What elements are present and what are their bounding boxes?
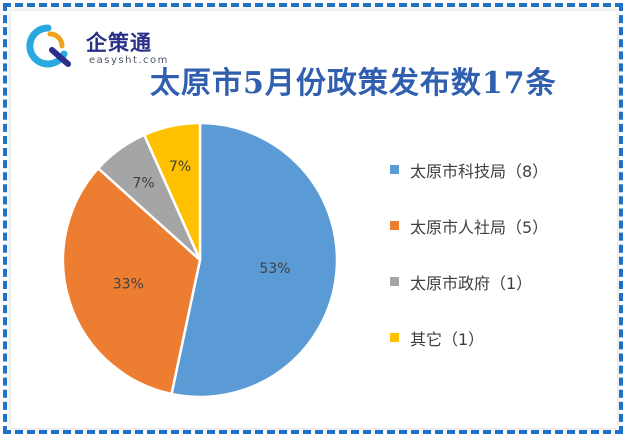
pie-chart: 53% 33% 7% 7% (61, 121, 339, 399)
logo-text: 企策通 (86, 31, 152, 55)
slice-percent-label: 53% (259, 261, 290, 277)
slice-percent-label: 7% (169, 159, 191, 175)
pie-slice (142, 121, 202, 261)
brand-logo: 企策通 easysht.com (26, 24, 167, 68)
slice-percent-label: 7% (133, 175, 155, 191)
logo-q-icon (26, 24, 71, 68)
pie-slice (170, 121, 339, 399)
legend-swatch (390, 333, 399, 342)
legend-swatch (390, 277, 399, 286)
slice-percent-label: 33% (113, 276, 144, 292)
dashed-border-frame (3, 3, 623, 434)
legend-swatch (390, 221, 399, 230)
chart-title: 太原市5月份政策发布数17条 (150, 66, 557, 101)
legend-swatch (390, 165, 399, 174)
pie-slice (61, 166, 202, 396)
logo-domain: easysht.com (89, 55, 169, 66)
legend-label: 其它（1） (410, 330, 485, 349)
legend-label: 太原市科技局（8） (410, 162, 549, 181)
legend-label: 太原市人社局（5） (410, 218, 549, 237)
legend-label: 太原市政府（1） (410, 274, 533, 293)
